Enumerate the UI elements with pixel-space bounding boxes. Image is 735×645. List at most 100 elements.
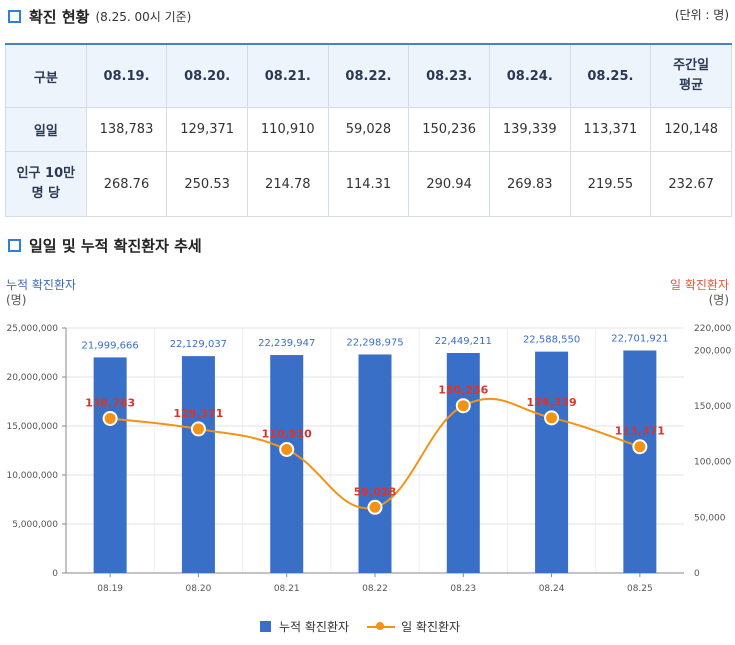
legend-item-daily: 일 확진환자 — [367, 618, 460, 635]
left-axis-tick-label: 10,000,000 — [6, 471, 58, 481]
table-col-header: 08.22. — [327, 43, 410, 108]
table-corner-header: 구분 — [5, 43, 87, 108]
x-axis-tick-label: 08.25 — [627, 584, 653, 594]
legend-line-swatch — [367, 621, 396, 632]
left-axis-tick-label: 5,000,000 — [12, 520, 58, 530]
line-point-daily — [190, 421, 206, 437]
x-axis-tick-label: 08.24 — [539, 584, 565, 594]
square-bullet-icon — [8, 239, 21, 252]
left-axis-tick-label: 15,000,000 — [6, 422, 58, 432]
table-cell: 113,371 — [569, 107, 652, 152]
right-axis-tick-label: 200,000 — [694, 346, 731, 356]
table-cell: 269.83 — [488, 151, 571, 217]
bar-data-label: 22,449,211 — [435, 336, 492, 347]
x-axis-tick-label: 08.22 — [362, 584, 388, 594]
line-data-label: 139,339 — [527, 396, 577, 409]
bar-data-label: 22,588,550 — [523, 335, 580, 346]
table-cell: 110,910 — [246, 107, 329, 152]
status-section-header: 확진 현황 (8.25. 00시 기준) — [8, 6, 191, 27]
line-point-daily — [544, 410, 560, 426]
bar-data-label: 22,701,921 — [611, 334, 668, 345]
table-cell: 120,148 — [650, 107, 732, 152]
line-point-daily — [455, 398, 471, 414]
legend-label: 누적 확진환자 — [279, 620, 350, 634]
line-data-label: 138,783 — [85, 396, 135, 409]
bar-cumulative — [358, 354, 392, 573]
right-axis-title-text: 일 확진환자 — [669, 278, 729, 292]
legend-label: 일 확진환자 — [401, 620, 461, 634]
x-axis-tick-label: 08.20 — [186, 584, 212, 594]
chart-legend: 누적 확진환자 일 확진환자 — [260, 618, 478, 635]
table-row-label: 인구 10만 명 당 — [5, 151, 87, 217]
table-cell: 114.31 — [327, 151, 410, 217]
table-cell: 250.53 — [166, 151, 248, 217]
table-col-header: 08.24. — [488, 43, 571, 108]
right-axis-tick-label: 100,000 — [694, 458, 731, 468]
left-axis-unit: (명) — [6, 293, 27, 307]
table-row-daily: 일일 138,783 129,371 110,910 59,028 150,23… — [5, 107, 732, 152]
legend-item-cumulative: 누적 확진환자 — [260, 618, 349, 635]
table-cell: 150,236 — [408, 107, 490, 152]
table-col-header: 08.19. — [85, 43, 168, 108]
status-section-subtitle: (8.25. 00시 기준) — [95, 10, 192, 24]
unit-label: (단위 : 명) — [674, 8, 729, 22]
bar-cumulative — [181, 356, 215, 573]
line-data-label: 110,910 — [262, 427, 312, 440]
bar-cumulative — [446, 352, 480, 573]
table-cell: 219.55 — [569, 151, 652, 217]
line-point-daily — [102, 410, 118, 426]
line-point-daily — [279, 441, 295, 457]
weekly-avg-line2: 평균 — [679, 78, 704, 93]
square-bullet-icon — [8, 10, 21, 23]
x-axis-tick-label: 08.19 — [97, 584, 123, 594]
row-label-line2: 명 당 — [31, 186, 61, 201]
weekly-avg-line1: 주간일 — [673, 58, 710, 73]
bar-cumulative — [93, 357, 127, 573]
left-axis-title: 누적 확진환자 (명) — [6, 278, 76, 308]
line-data-label: 113,371 — [615, 425, 665, 438]
table-cell: 232.67 — [650, 151, 732, 217]
row-label-line1: 인구 10만 — [16, 166, 76, 181]
line-point-daily — [367, 499, 383, 515]
status-table: 구분 08.19. 08.20. 08.21. 08.22. 08.23. 08… — [5, 43, 732, 217]
bar-data-label: 21,999,666 — [82, 340, 139, 351]
table-cell: 268.76 — [85, 151, 168, 217]
table-col-header: 08.20. — [166, 43, 248, 108]
right-axis-tick-label: 50,000 — [694, 513, 726, 523]
bar-data-label: 22,129,037 — [170, 339, 227, 350]
left-axis-tick-label: 0 — [52, 569, 58, 579]
line-point-daily — [632, 439, 648, 455]
table-row-per-100k: 인구 10만 명 당 268.76 250.53 214.78 114.31 2… — [5, 151, 732, 217]
status-section-title: 확진 현황 — [29, 8, 90, 26]
table-header-row: 구분 08.19. 08.20. 08.21. 08.22. 08.23. 08… — [5, 43, 732, 108]
right-axis-tick-label: 150,000 — [694, 402, 731, 412]
trend-section-title: 일일 및 누적 확진환자 추세 — [29, 237, 202, 255]
table-col-header: 08.23. — [408, 43, 490, 108]
bar-cumulative — [623, 350, 657, 573]
table-cell: 59,028 — [327, 107, 410, 152]
bar-cumulative — [535, 351, 569, 573]
legend-bar-swatch — [260, 621, 271, 632]
table-cell: 290.94 — [408, 151, 490, 217]
bar-cumulative — [270, 355, 304, 573]
right-axis-unit: (명) — [708, 293, 729, 307]
line-data-label: 150,236 — [438, 384, 488, 397]
table-cell: 129,371 — [166, 107, 248, 152]
right-axis-title: 일 확진환자 (명) — [670, 278, 729, 308]
left-axis-title-text: 누적 확진환자 — [6, 278, 77, 292]
table-col-header: 08.25. — [569, 43, 652, 108]
line-data-label: 59,028 — [354, 485, 396, 498]
left-axis-tick-label: 20,000,000 — [6, 373, 58, 383]
x-axis-tick-label: 08.23 — [450, 584, 476, 594]
right-axis-tick-label: 220,000 — [694, 324, 731, 334]
bar-data-label: 22,298,975 — [346, 337, 403, 348]
line-data-label: 129,371 — [173, 407, 223, 420]
trend-section-header: 일일 및 누적 확진환자 추세 — [8, 235, 202, 256]
bar-data-label: 22,239,947 — [258, 338, 315, 349]
x-axis-tick-label: 08.21 — [274, 584, 300, 594]
table-cell: 214.78 — [246, 151, 329, 217]
left-axis-tick-label: 25,000,000 — [6, 324, 58, 334]
right-axis-tick-label: 0 — [694, 569, 700, 579]
table-cell: 139,339 — [488, 107, 571, 152]
